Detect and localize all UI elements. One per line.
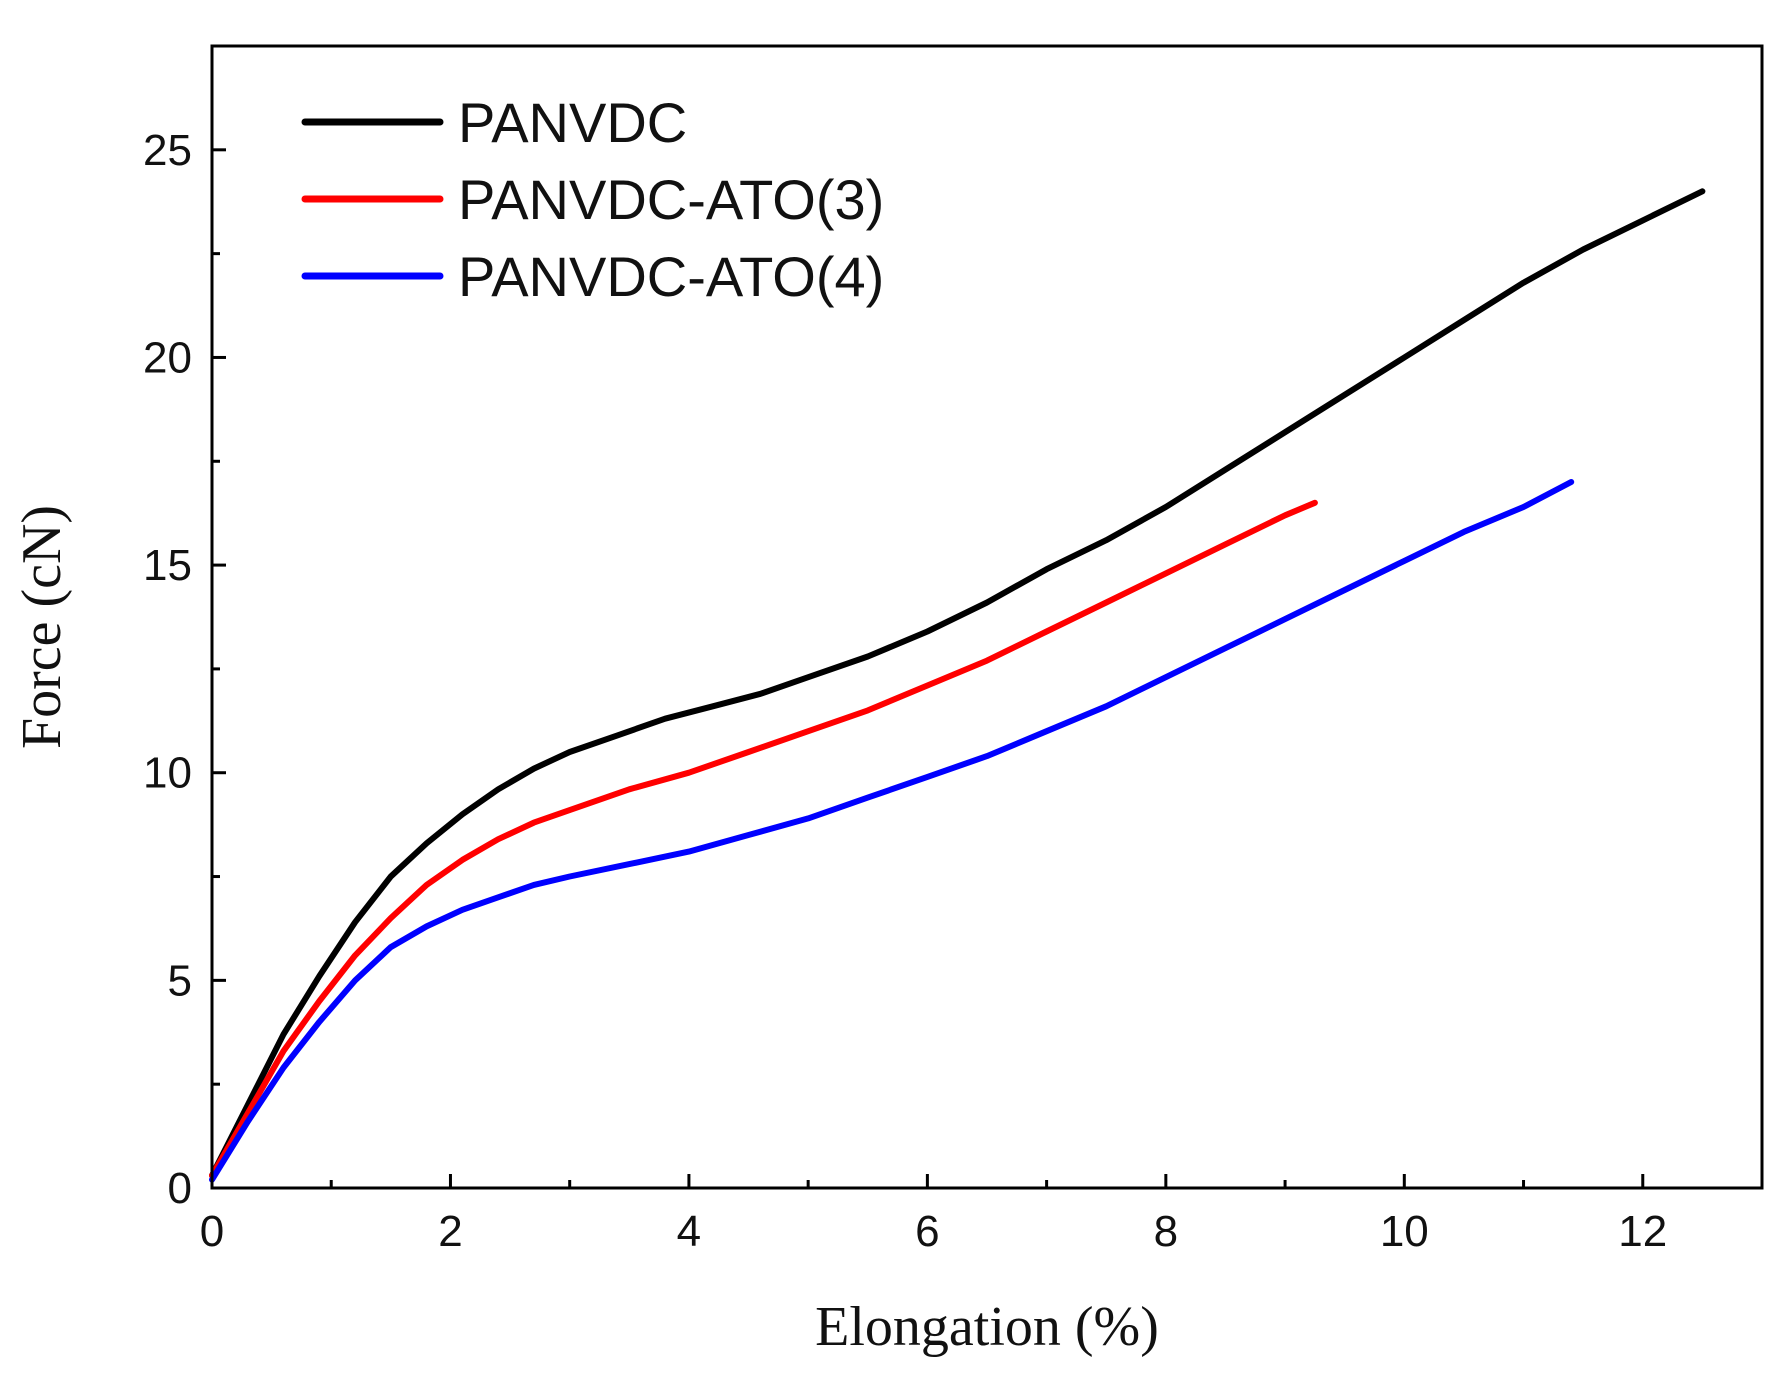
y-tick-label: 20 [143, 333, 192, 382]
y-axis-title: Force (cN) [11, 505, 73, 749]
x-tick-label: 6 [915, 1207, 939, 1256]
legend: PANVDC PANVDC-ATO(3) PANVDC-ATO(4) [301, 91, 884, 308]
x-tick-label: 10 [1380, 1207, 1429, 1256]
series-line-2 [209, 499, 1318, 1179]
x-tick-label: 2 [438, 1207, 462, 1256]
legend-label: PANVDC-ATO(4) [458, 245, 884, 308]
y-tick-label: 15 [143, 541, 192, 590]
ticks-layer: 0 2 4 6 8 10 12 0 5 10 15 20 25 [143, 44, 1764, 1256]
series-line-1 [209, 188, 1706, 1179]
y-tick-label: 25 [143, 126, 192, 175]
x-tick-label: 0 [200, 1207, 224, 1256]
y-tick-label: 5 [168, 956, 192, 1005]
x-axis-title: Elongation (%) [815, 1296, 1159, 1358]
x-tick-label: 12 [1618, 1207, 1667, 1256]
y-tick-label: 0 [168, 1164, 192, 1213]
legend-label: PANVDC [458, 91, 687, 154]
plot-frame [210, 44, 1764, 1190]
y-tick-label: 10 [143, 749, 192, 798]
x-tick-label: 8 [1154, 1207, 1178, 1256]
series-line-3 [209, 479, 1575, 1183]
series-layer [209, 188, 1706, 1183]
legend-label: PANVDC-ATO(3) [458, 168, 884, 231]
x-tick-label: 4 [677, 1207, 701, 1256]
